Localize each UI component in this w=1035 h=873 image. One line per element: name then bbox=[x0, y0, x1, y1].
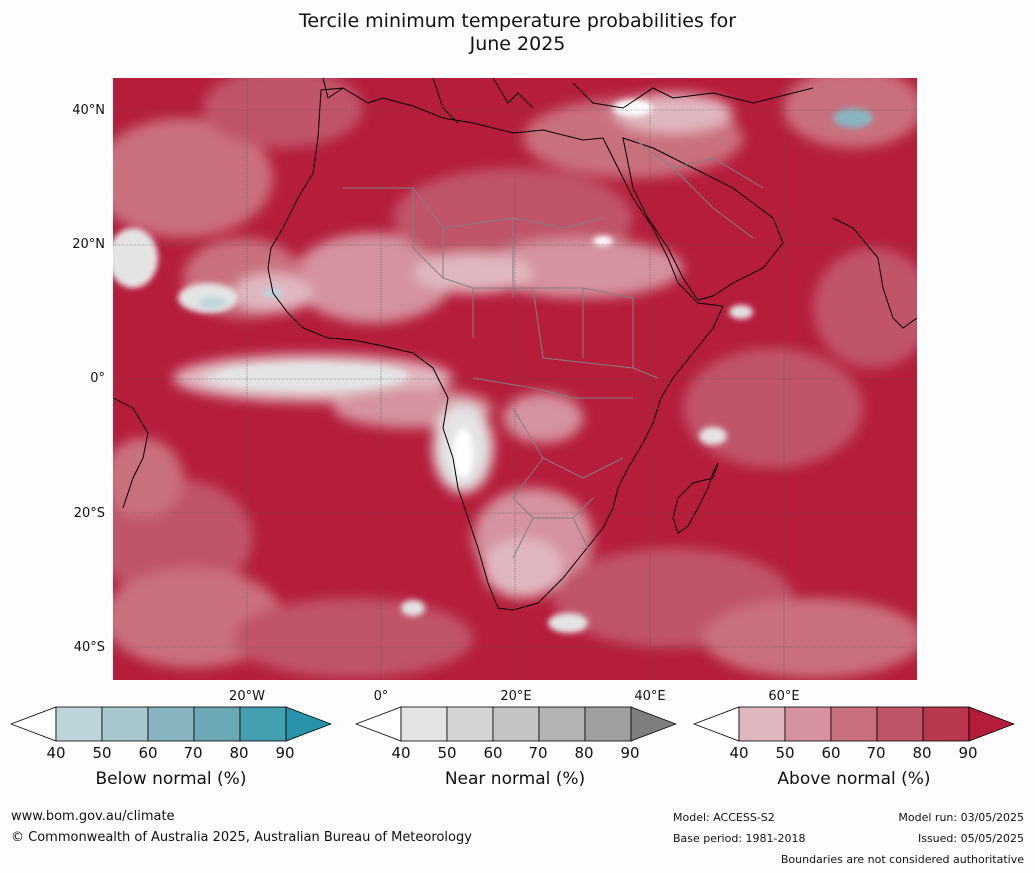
madagascar-coastline bbox=[672, 462, 719, 534]
colorbar-segment bbox=[55, 706, 103, 742]
lat-label-20s: 20°S bbox=[73, 506, 105, 521]
tick-label: 80 bbox=[912, 744, 932, 762]
map-title: Tercile minimum temperature probabilitie… bbox=[0, 10, 1035, 56]
below-normal-shading bbox=[199, 108, 873, 309]
below-normal-colorbar bbox=[10, 706, 332, 742]
colorbar-max-triangle bbox=[630, 706, 677, 742]
colorbar-segment bbox=[584, 706, 632, 742]
tick-label: 40 bbox=[391, 744, 411, 762]
tick-label: 50 bbox=[437, 744, 457, 762]
website-link[interactable]: www.bom.gov.au/climate bbox=[11, 809, 175, 824]
tick-label: 40 bbox=[46, 744, 66, 762]
tick-label: 80 bbox=[574, 744, 594, 762]
tick-label: 60 bbox=[483, 744, 503, 762]
colorbar-segment bbox=[876, 706, 924, 742]
colorbar-segment bbox=[738, 706, 786, 742]
tick-label: 90 bbox=[958, 744, 978, 762]
colorbar-segment bbox=[400, 706, 448, 742]
above-normal-label: Above normal (%) bbox=[777, 769, 931, 789]
near-normal-colorbar bbox=[355, 706, 677, 742]
copyright-text: © Commonwealth of Australia 2025, Austra… bbox=[11, 830, 472, 845]
probability-map bbox=[113, 78, 917, 680]
model-run-text: Model run: 03/05/2025 bbox=[898, 811, 1024, 824]
colorbar-min-triangle bbox=[10, 706, 57, 742]
lon-label-20e: 20°E bbox=[500, 689, 532, 704]
tick-label: 90 bbox=[620, 744, 640, 762]
tick-label: 40 bbox=[729, 744, 749, 762]
lat-label-40s: 40°S bbox=[73, 640, 105, 655]
colorbar-segment bbox=[446, 706, 494, 742]
country-borders bbox=[343, 137, 764, 559]
south-america-coastline bbox=[113, 397, 149, 509]
europe-coastline bbox=[322, 78, 814, 124]
gridlines bbox=[113, 78, 917, 680]
tick-label: 70 bbox=[528, 744, 548, 762]
colorbar-max-triangle bbox=[968, 706, 1015, 742]
colorbar-segment bbox=[492, 706, 540, 742]
colorbar-min-triangle bbox=[355, 706, 402, 742]
title-line-1: Tercile minimum temperature probabilitie… bbox=[298, 10, 737, 32]
colorbar-segment bbox=[147, 706, 195, 742]
colorbar-segment bbox=[538, 706, 586, 742]
coastlines bbox=[113, 78, 917, 611]
model-text: Model: ACCESS-S2 bbox=[673, 811, 775, 824]
lat-label-40n: 40°N bbox=[72, 103, 105, 118]
base-period-text: Base period: 1981-2018 bbox=[673, 832, 806, 845]
lon-label-60e: 60°E bbox=[768, 689, 800, 704]
title-line-2: June 2025 bbox=[469, 33, 566, 55]
tick-label: 60 bbox=[821, 744, 841, 762]
lon-label-0: 0° bbox=[373, 689, 389, 704]
colorbar-segment bbox=[830, 706, 878, 742]
lat-label-20n: 20°N bbox=[72, 237, 105, 252]
disclaimer-text: Boundaries are not considered authoritat… bbox=[780, 853, 1024, 866]
colorbar-segment bbox=[101, 706, 149, 742]
colorbar-min-triangle bbox=[693, 706, 740, 742]
colorbar-segment bbox=[922, 706, 970, 742]
arabia-coastline bbox=[622, 137, 784, 301]
near-normal-shading bbox=[113, 100, 753, 633]
tick-label: 90 bbox=[275, 744, 295, 762]
above-normal-colorbar bbox=[693, 706, 1015, 742]
colorbar-segment bbox=[193, 706, 241, 742]
tick-label: 50 bbox=[92, 744, 112, 762]
tick-label: 50 bbox=[775, 744, 795, 762]
india-coastline bbox=[832, 217, 917, 329]
tick-label: 60 bbox=[138, 744, 158, 762]
near-normal-label: Near normal (%) bbox=[444, 769, 586, 789]
colorbar-segment bbox=[784, 706, 832, 742]
africa-coastline bbox=[267, 87, 724, 611]
tick-label: 70 bbox=[183, 744, 203, 762]
colorbar-max-triangle bbox=[285, 706, 332, 742]
issued-text: Issued: 05/05/2025 bbox=[917, 832, 1024, 845]
above-normal-shading bbox=[113, 78, 917, 678]
lon-label-40e: 40°E bbox=[634, 689, 666, 704]
lat-label-0: 0° bbox=[90, 371, 105, 386]
tick-label: 80 bbox=[229, 744, 249, 762]
colorbar-segment bbox=[239, 706, 287, 742]
lon-label-20w: 20°W bbox=[229, 689, 265, 704]
below-normal-label: Below normal (%) bbox=[95, 769, 247, 789]
tick-label: 70 bbox=[866, 744, 886, 762]
